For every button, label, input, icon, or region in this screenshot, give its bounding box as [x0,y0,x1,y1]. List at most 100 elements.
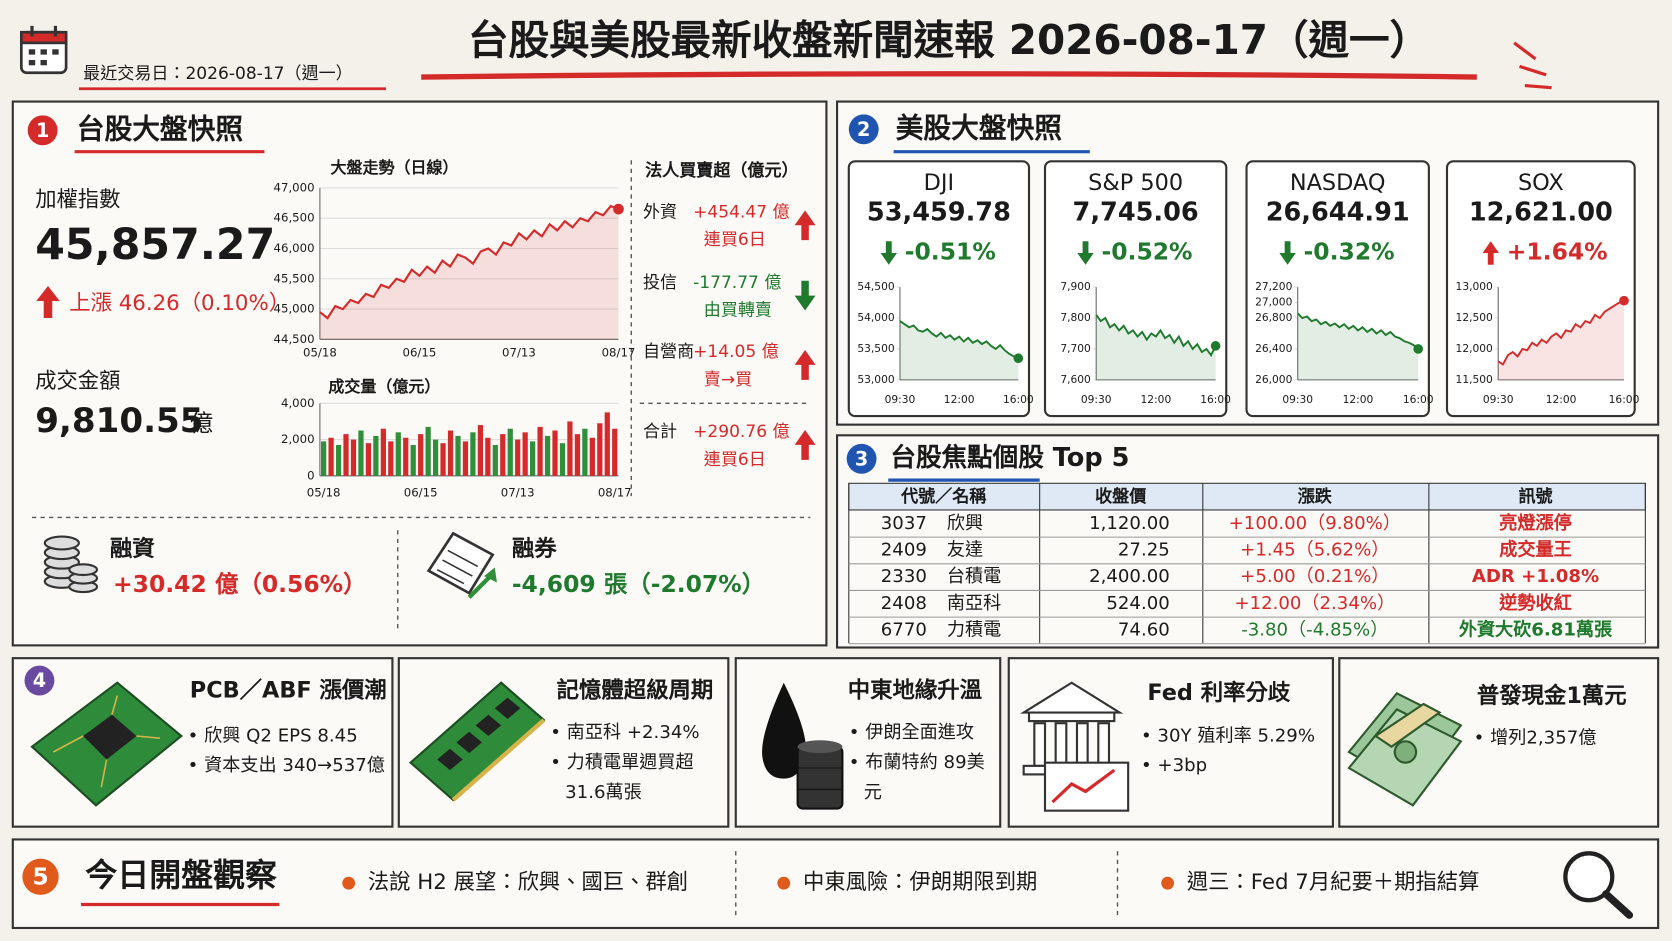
price-change: +5.00（0.21%） [1240,566,1389,587]
margin-value: +30.42 億（0.56%） [113,570,367,598]
theme-title: 普發現金1萬元 [1477,682,1627,709]
bar [567,421,573,476]
table-header-bg [848,482,1646,511]
y-tick-label: 47,000 [274,180,315,194]
index-close: 12,621.00 [1469,198,1613,228]
section-badge [24,665,55,696]
up-arrow [1482,241,1499,265]
bar [559,443,566,476]
bar [574,434,581,476]
top5-panel [836,434,1660,649]
bar [589,437,595,476]
bullet-dot [777,876,791,890]
bar [492,445,498,476]
signal: 逆勢收紅 [1498,592,1571,614]
end-point [1619,295,1629,306]
subtitle: 最近交易日：2026-08-17（週一） [83,64,353,84]
bullet-dot: • [1140,755,1158,777]
close-price: 27.25 [1118,539,1170,560]
theme-bullets: • 南亞科 +2.34%• 力積電單週買超 31.6萬張 [550,718,723,804]
signal: 成交量王 [1499,538,1571,560]
turnover-unit: 億 [190,409,213,437]
area [899,321,1019,380]
line [1497,299,1625,366]
y-tick-label: 54,500 [857,280,895,293]
bar [358,430,364,476]
y-tick-label: 0 [307,468,314,482]
end-point [1413,344,1424,354]
x-tick-label: 07/13 [502,346,536,360]
index-change: 上漲 46.26（0.10%） [69,291,290,316]
page-title: 台股與美股最新收盤新聞速報 2026-08-17（週一） [468,16,1430,64]
bullet-text: 伊朗全面進攻 [865,722,975,744]
bar [335,445,342,476]
bar [455,435,461,476]
bar [522,432,528,476]
end-point [613,203,624,215]
y-tick-label: 27,000 [1255,296,1293,309]
bar [410,445,416,476]
y-tick-label: 12,000 [1456,342,1494,355]
y-tick-label: 4,000 [281,396,315,410]
watch-item: 法說 H2 展望：欣興、國巨、群創 [368,870,688,895]
y-tick-label: 53,000 [857,373,895,386]
title-underline [421,71,1477,80]
signal: 外資大砍6.81萬張 [1459,618,1613,640]
line [1297,312,1419,350]
index-card [1445,160,1636,418]
x-tick-label: 06/15 [403,346,437,360]
x-tick-label: 05/18 [303,346,337,360]
bullet: • 布蘭特約 89美元 [849,748,996,808]
pcb-icon [30,681,183,807]
bar [388,441,394,476]
bullet-dot: • [187,725,205,747]
cash-icon [1347,692,1463,807]
close-price: 74.60 [1118,619,1170,640]
area [319,206,619,340]
section-badge [848,114,879,145]
bullet: • 南亞科 +2.34% [550,718,723,748]
bar [380,428,386,476]
y-tick-label: 46,000 [274,241,315,255]
x-tick-label: 09:30 [1282,393,1313,406]
section-number: 2 [857,118,870,141]
section-heading: 台股大盤快照 [77,112,244,145]
close-price: 1,120.00 [1089,513,1170,534]
bullet-text: 資本支出 340→537億 [204,755,385,777]
y-tick-label: 27,200 [1255,280,1293,293]
x-tick-label: 16:00 [1003,393,1034,406]
theme-card [734,657,1002,828]
end-point [1013,353,1024,364]
section-badge [846,443,877,474]
bullet-text: 力積電單週買超 31.6萬張 [565,752,694,804]
bullet-text: +3bp [1157,755,1208,777]
bar [597,423,603,476]
bar [321,441,327,476]
bar [418,434,424,476]
bullet-text: 30Y 殖利率 5.29% [1157,725,1316,747]
y-tick-label: 26,800 [1255,311,1293,324]
short-value: -4,609 張（-2.07%） [512,570,765,598]
column-header: 訊號 [1518,486,1552,507]
oil-icon [762,682,844,810]
trend-note: 連買6日 [704,230,766,250]
chart-title: 成交量（億元） [328,377,440,396]
section-heading: 台股焦點個股 Top 5 [890,442,1129,473]
bar [403,437,409,476]
x-tick-label: 07/13 [501,485,535,499]
y-tick-label: 12,500 [1456,311,1494,324]
y-tick-label: 45,000 [274,302,315,316]
y-tick-label: 53,500 [857,342,895,355]
x-tick-label: 06/15 [404,485,438,499]
bar [604,412,610,476]
bar [328,437,334,476]
bar [477,425,483,476]
end-point [1210,341,1221,351]
index-label: 加權指數 [35,188,120,213]
y-tick-label: 44,500 [274,332,315,346]
index-name: NASDAQ [1290,170,1386,196]
index-change: -0.32% [1304,237,1395,265]
line [899,320,1019,360]
bullet: • +3bp [1141,751,1329,781]
